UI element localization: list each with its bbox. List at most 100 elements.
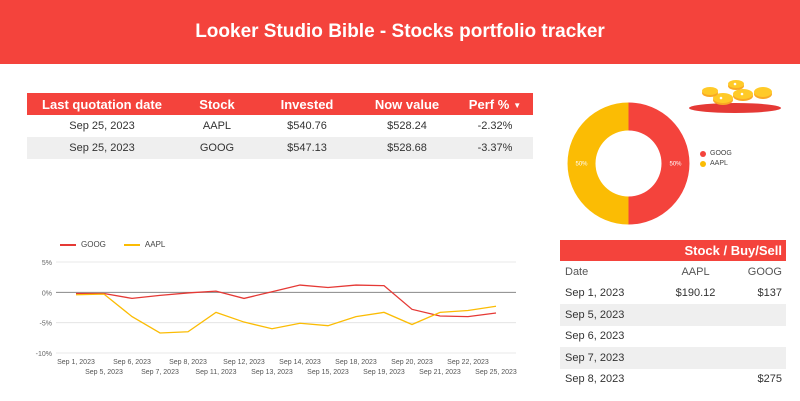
series-line-aapl[interactable]	[75, 293, 497, 334]
cell-invested: $547.13	[257, 137, 357, 159]
donut-slice-goog[interactable]	[628, 102, 690, 225]
cell-goog: $137	[757, 287, 782, 300]
donut-label-aapl: 50%	[575, 162, 588, 168]
col-stock[interactable]: Stock	[177, 93, 257, 115]
table-row: Sep 6, 2023	[560, 326, 786, 348]
data-point-goog[interactable]	[327, 286, 330, 289]
x-tick-label: Sep 22, 2023	[447, 359, 489, 366]
header-bar: Looker Studio Bible - Stocks portfolio t…	[0, 0, 800, 64]
cell-date: Sep 25, 2023	[69, 120, 135, 132]
cell-aapl	[658, 304, 728, 326]
data-point-goog[interactable]	[439, 315, 442, 318]
x-tick-label: Sep 12, 2023	[223, 359, 265, 366]
data-point-goog[interactable]	[187, 292, 190, 295]
x-tick-label: Sep 5, 2023	[85, 369, 123, 376]
cell-perf: -3.37%	[457, 137, 533, 159]
buy-sell-title-row: Stock / Buy/Sell	[560, 240, 786, 261]
data-point-aapl[interactable]	[271, 327, 274, 330]
col-invested[interactable]: Invested	[257, 93, 357, 115]
cell-invested: $540.76	[287, 120, 327, 132]
data-point-aapl[interactable]	[355, 315, 358, 318]
x-tick-label: Sep 8, 2023	[169, 359, 207, 366]
y-tick-label: -10%	[36, 351, 52, 358]
cell-now-value: $528.68	[357, 137, 457, 159]
data-point-goog[interactable]	[271, 290, 274, 293]
col-date[interactable]: Date	[565, 265, 589, 278]
x-tick-label: Sep 14, 2023	[279, 359, 321, 366]
series-line-goog[interactable]	[76, 284, 497, 318]
data-point-goog[interactable]	[467, 315, 470, 318]
data-point-aapl[interactable]	[243, 321, 246, 324]
line-chart-legend: GOOG AAPL	[60, 240, 165, 249]
buy-sell-header-row: Date AAPL GOOG	[560, 261, 786, 283]
col-last-quotation-date[interactable]: Last quotation date	[27, 93, 177, 115]
data-point-aapl[interactable]	[327, 324, 330, 327]
cell-goog	[727, 347, 786, 369]
legend-label-aapl: AAPL	[144, 240, 166, 249]
legend-dot-goog	[700, 150, 706, 157]
data-point-aapl[interactable]	[439, 311, 442, 314]
cell-stock: GOOG	[177, 137, 257, 159]
data-point-aapl[interactable]	[75, 293, 78, 296]
cell-aapl	[659, 326, 728, 348]
data-point-goog[interactable]	[411, 308, 414, 311]
cell-goog	[727, 326, 786, 348]
portfolio-donut-chart: 50% 50%	[567, 102, 690, 225]
data-point-goog[interactable]	[131, 297, 134, 300]
donut-label-goog: 50%	[669, 162, 682, 168]
buy-sell-title[interactable]: Stock / Buy/Sell	[560, 240, 786, 261]
col-now-value[interactable]: Now value	[357, 93, 457, 115]
x-tick-label: Sep 19, 2023	[363, 369, 405, 376]
x-tick-label: Sep 21, 2023	[419, 369, 461, 376]
col-goog[interactable]: GOOG	[747, 265, 782, 278]
summary-table: Last quotation date Stock Invested Now v…	[27, 93, 533, 159]
legend-label-aapl: AAPL	[710, 160, 728, 167]
legend-item-goog[interactable]: GOOG	[700, 150, 732, 157]
sort-desc-icon[interactable]: ▼	[513, 100, 522, 110]
cell-aapl	[658, 347, 728, 369]
col-perf[interactable]: Perf % ▼	[457, 93, 533, 115]
data-point-goog[interactable]	[299, 284, 302, 287]
legend-swatch-goog	[60, 243, 76, 246]
data-point-goog[interactable]	[355, 284, 358, 287]
x-tick-label: Sep 7, 2023	[141, 369, 179, 376]
x-tick-label: Sep 1, 2023	[57, 359, 95, 366]
legend-item-aapl[interactable]: AAPL	[123, 240, 166, 249]
legend-swatch-aapl	[123, 243, 140, 246]
cell-goog: $275	[757, 373, 782, 386]
cell-stock: AAPL	[202, 120, 232, 132]
legend-item-aapl[interactable]: AAPL	[700, 160, 732, 167]
table-row: Sep 1, 2023 $190.12 $137	[560, 283, 786, 305]
data-point-goog[interactable]	[495, 312, 498, 315]
legend-label-goog: GOOG	[81, 240, 106, 249]
data-point-aapl[interactable]	[411, 323, 414, 326]
data-point-aapl[interactable]	[299, 322, 302, 325]
data-point-goog[interactable]	[243, 297, 246, 300]
summary-header-row: Last quotation date Stock Invested Now v…	[27, 93, 533, 115]
x-tick-label: Sep 11, 2023	[195, 369, 236, 376]
donut-slice-aapl[interactable]	[567, 102, 629, 225]
x-tick-label: Sep 18, 2023	[335, 359, 377, 366]
donut-legend: GOOG AAPL	[700, 150, 732, 170]
data-point-aapl[interactable]	[131, 315, 134, 318]
data-point-aapl[interactable]	[467, 309, 470, 312]
data-point-aapl[interactable]	[215, 311, 218, 314]
y-tick-label: 5%	[42, 260, 52, 267]
data-point-aapl[interactable]	[495, 305, 498, 308]
cell-date: Sep 6, 2023	[565, 330, 625, 343]
x-tick-label: Sep 20, 2023	[391, 359, 433, 366]
data-point-goog[interactable]	[215, 290, 218, 293]
data-point-aapl[interactable]	[187, 330, 190, 333]
col-aapl[interactable]: AAPL	[681, 265, 710, 278]
data-point-aapl[interactable]	[103, 293, 106, 296]
data-point-aapl[interactable]	[383, 311, 386, 314]
cell-date: Sep 1, 2023	[565, 287, 625, 300]
y-tick-label: 0%	[42, 290, 52, 297]
data-point-goog[interactable]	[159, 294, 162, 297]
table-row: Sep 5, 2023	[560, 304, 786, 326]
data-point-aapl[interactable]	[159, 332, 162, 335]
data-point-goog[interactable]	[383, 284, 386, 287]
legend-item-goog[interactable]: GOOG	[60, 240, 106, 249]
cell-aapl: $190.12	[675, 287, 716, 300]
legend-label-goog: GOOG	[710, 150, 732, 157]
